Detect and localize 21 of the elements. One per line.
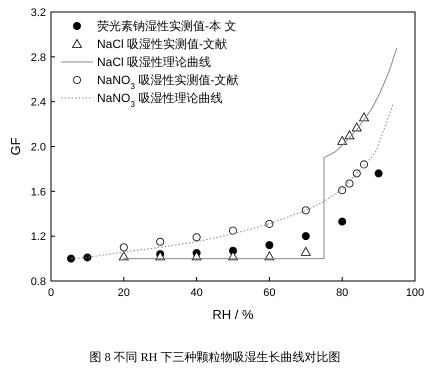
- y-tick-label: 2.8: [30, 52, 46, 64]
- caption: 图 8 不同 RH 下三种颗粒物吸湿生长曲线对比图: [90, 350, 340, 364]
- legend-label: NaCl 吸湿性实测值-文献: [97, 37, 228, 51]
- y-tick-label: 1.2: [30, 231, 46, 244]
- x-tick-label: 80: [336, 287, 348, 299]
- y-tick-label: 2.0: [30, 142, 46, 154]
- x-tick-label: 100: [406, 287, 424, 299]
- legend-label: NaNO$_{3}$ 吸湿性理论曲线: [97, 91, 222, 109]
- x-tick-label: 20: [118, 287, 130, 299]
- x-tick-label: 60: [263, 287, 276, 299]
- y-tick-label: 1.6: [30, 186, 46, 198]
- legend-label: 荧光素钠湿性实测值-本 文: [97, 19, 236, 33]
- legend-label: NaNO$_{3}$ 吸湿性实测值-文献: [97, 73, 238, 91]
- x-tick-label: 40: [190, 287, 203, 299]
- y-tick-label: 3.2: [30, 7, 46, 19]
- x-axis-title: RH / %: [212, 307, 254, 322]
- y-tick-label: 2.4: [30, 96, 46, 109]
- y-tick-label: 0.8: [30, 276, 46, 288]
- x-tick-label: 0: [48, 287, 54, 299]
- legend-label: NaCl 吸湿性理论曲线: [97, 55, 212, 69]
- y-axis-title: GF: [8, 137, 23, 156]
